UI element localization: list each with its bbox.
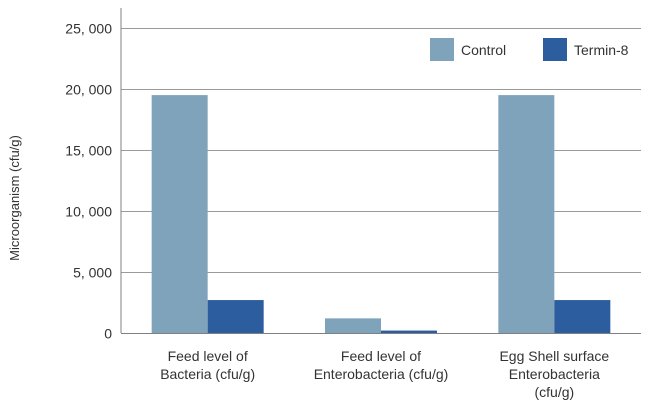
- x-category-label: Feed level of: [168, 348, 248, 364]
- legend-label: Control: [461, 42, 506, 58]
- y-tick-label: 20, 000: [65, 82, 112, 98]
- x-category-label: (cfu/g): [534, 384, 574, 400]
- y-tick-labels: 0 5, 000 10, 000 15, 000 20, 000 25, 000: [65, 21, 112, 342]
- bars: [151, 95, 611, 333]
- x-category-label: Enterobacteria (cfu/g): [314, 366, 449, 382]
- x-category-label: Feed level of: [341, 348, 421, 364]
- x-category-label: Egg Shell surface: [499, 348, 609, 364]
- legend-label: Termin-8: [574, 42, 629, 58]
- legend: Control Termin-8: [430, 38, 629, 61]
- bar-termin-8-1: [381, 330, 437, 333]
- y-tick-label: 0: [104, 326, 112, 342]
- x-category-label: Bacteria (cfu/g): [160, 366, 255, 382]
- bar-termin-8-0: [207, 300, 264, 333]
- legend-swatch: [430, 38, 454, 61]
- y-tick-label: 15, 000: [65, 143, 112, 159]
- bar-control-2: [498, 95, 555, 333]
- legend-swatch: [543, 38, 567, 61]
- x-category-labels: Feed level of Bacteria (cfu/g) Feed level …: [160, 348, 609, 400]
- y-tick-label: 10, 000: [65, 204, 112, 220]
- bar-control-0: [151, 95, 208, 333]
- x-category-label: Enterobacteria: [509, 366, 600, 382]
- bar-control-1: [325, 318, 381, 333]
- bar-termin-8-2: [554, 300, 611, 333]
- y-axis-label: Microorganism (cfu/g): [7, 135, 22, 261]
- y-tick-label: 5, 000: [73, 265, 112, 281]
- y-tick-label: 25, 000: [65, 21, 112, 37]
